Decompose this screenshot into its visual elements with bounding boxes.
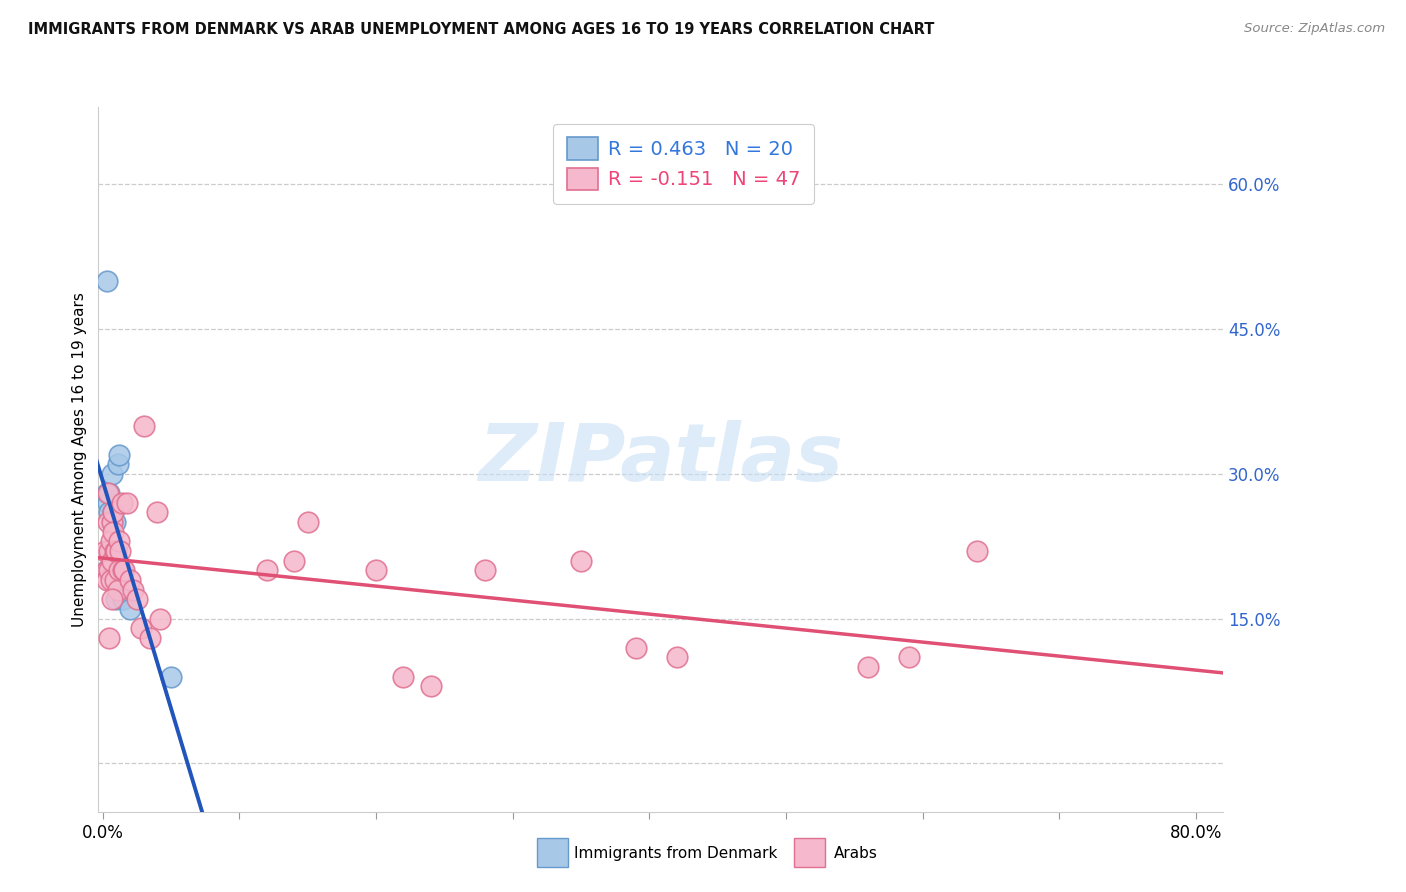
- Point: [624, 640, 647, 655]
- Point: [97, 486, 120, 500]
- Point: [111, 592, 134, 607]
- Point: [139, 631, 162, 645]
- Point: [897, 650, 920, 665]
- Point: [112, 563, 135, 577]
- Point: [364, 563, 387, 577]
- Point: [101, 515, 124, 529]
- Point: [125, 592, 148, 607]
- Point: [104, 573, 127, 587]
- Point: [103, 563, 125, 577]
- Point: [297, 515, 319, 529]
- Point: [98, 506, 121, 520]
- Point: [107, 582, 129, 597]
- Point: [96, 563, 118, 577]
- Y-axis label: Unemployment Among Ages 16 to 19 years: Unemployment Among Ages 16 to 19 years: [72, 292, 87, 627]
- Point: [105, 544, 128, 558]
- Point: [105, 592, 128, 607]
- Point: [392, 669, 415, 683]
- Point: [94, 544, 117, 558]
- Point: [105, 573, 128, 587]
- Point: [97, 515, 120, 529]
- Text: Arabs: Arabs: [834, 847, 877, 861]
- Point: [474, 563, 496, 577]
- Point: [110, 563, 132, 577]
- Point: [103, 524, 125, 539]
- Text: Source: ZipAtlas.com: Source: ZipAtlas.com: [1244, 22, 1385, 36]
- Point: [103, 506, 125, 520]
- Text: Immigrants from Denmark: Immigrants from Denmark: [574, 847, 778, 861]
- Point: [100, 573, 122, 587]
- Point: [98, 631, 121, 645]
- Point: [96, 563, 118, 577]
- Point: [96, 274, 118, 288]
- Text: IMMIGRANTS FROM DENMARK VS ARAB UNEMPLOYMENT AMONG AGES 16 TO 19 YEARS CORRELATI: IMMIGRANTS FROM DENMARK VS ARAB UNEMPLOY…: [28, 22, 935, 37]
- Point: [101, 467, 124, 481]
- Point: [569, 554, 592, 568]
- Text: ZIPatlas: ZIPatlas: [478, 420, 844, 499]
- Point: [98, 544, 121, 558]
- Point: [115, 496, 138, 510]
- Point: [108, 563, 131, 577]
- Point: [98, 486, 121, 500]
- Point: [665, 650, 688, 665]
- Point: [110, 544, 132, 558]
- Point: [101, 592, 124, 607]
- Point: [419, 679, 441, 693]
- Point: [256, 563, 278, 577]
- Point: [96, 486, 118, 500]
- Point: [111, 496, 134, 510]
- Point: [283, 554, 305, 568]
- Point: [104, 515, 127, 529]
- Point: [111, 563, 134, 577]
- Point: [129, 621, 152, 635]
- Point: [97, 496, 120, 510]
- Point: [98, 563, 121, 577]
- Point: [107, 457, 129, 471]
- Point: [856, 660, 879, 674]
- Point: [101, 554, 124, 568]
- Point: [118, 573, 141, 587]
- Point: [100, 534, 122, 549]
- Point: [149, 612, 172, 626]
- Point: [966, 544, 988, 558]
- Point: [103, 506, 125, 520]
- Point: [108, 534, 131, 549]
- Point: [108, 448, 131, 462]
- Point: [121, 582, 143, 597]
- Point: [118, 602, 141, 616]
- Point: [146, 506, 169, 520]
- Point: [104, 544, 127, 558]
- Point: [101, 515, 124, 529]
- Legend: R = 0.463   N = 20, R = -0.151   N = 47: R = 0.463 N = 20, R = -0.151 N = 47: [553, 124, 814, 203]
- Point: [132, 418, 155, 433]
- Point: [160, 669, 183, 683]
- Point: [100, 544, 122, 558]
- Point: [96, 573, 118, 587]
